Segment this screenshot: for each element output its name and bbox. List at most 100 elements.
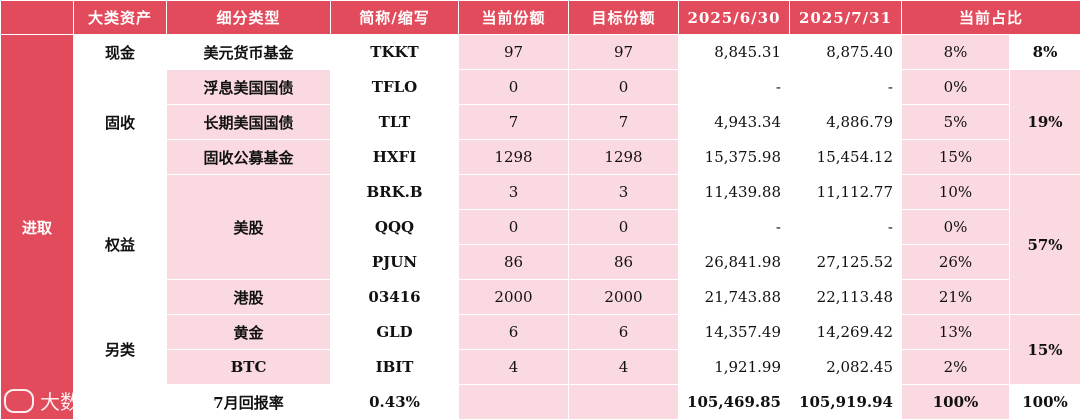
table-row: 进取 现金 美元货币基金 TKKT 97 97 8,845.31 8,875.4…	[1, 35, 1080, 70]
target-shares-cell: 86	[569, 245, 679, 280]
category-total-cell: 15%	[1010, 315, 1080, 385]
header-subtype: 细分类型	[167, 1, 331, 35]
category-label: 权益	[74, 175, 167, 315]
summary-empty-cell	[74, 385, 167, 420]
value-jul-cell: 15,454.12	[790, 140, 902, 175]
summary-empty-cell	[569, 385, 679, 420]
ratio-cell: 26%	[902, 245, 1010, 280]
value-jul-cell: 11,112.77	[790, 175, 902, 210]
ratio-cell: 0%	[902, 70, 1010, 105]
ticker-cell: BRK.B	[331, 175, 459, 210]
total-ratio-cell: 100%	[902, 385, 1010, 420]
value-jun-cell: -	[679, 210, 790, 245]
value-jul-cell: -	[790, 210, 902, 245]
group-label: 进取	[1, 35, 74, 420]
current-shares-cell: 86	[459, 245, 569, 280]
ticker-cell: TFLO	[331, 70, 459, 105]
value-jun-cell: 8,845.31	[679, 35, 790, 70]
header-date-jun: 2025/6/30	[679, 1, 790, 35]
ticker-cell: 03416	[331, 280, 459, 315]
value-jul-cell: 8,875.40	[790, 35, 902, 70]
category-label: 固收	[74, 70, 167, 175]
target-shares-cell: 1298	[569, 140, 679, 175]
value-jul-cell: -	[790, 70, 902, 105]
ticker-cell: TLT	[331, 105, 459, 140]
current-shares-cell: 0	[459, 70, 569, 105]
current-shares-cell: 2000	[459, 280, 569, 315]
table-header-row: 大类资产 细分类型 简称/缩写 当前份额 目标份额 2025/6/30 2025…	[1, 1, 1080, 35]
value-jun-cell: 1,921.99	[679, 350, 790, 385]
value-jun-cell: 21,743.88	[679, 280, 790, 315]
current-shares-cell: 0	[459, 210, 569, 245]
target-shares-cell: 97	[569, 35, 679, 70]
monthly-return-value: 0.43%	[331, 385, 459, 420]
table-row: 固收 浮息美国国债 TFLO 0 0 - - 0% 19%	[1, 70, 1080, 105]
ratio-cell: 10%	[902, 175, 1010, 210]
current-shares-cell: 7	[459, 105, 569, 140]
current-shares-cell: 4	[459, 350, 569, 385]
header-asset-class: 大类资产	[74, 1, 167, 35]
ticker-cell: GLD	[331, 315, 459, 350]
current-shares-cell: 3	[459, 175, 569, 210]
target-shares-cell: 7	[569, 105, 679, 140]
total-jun-cell: 105,469.85	[679, 385, 790, 420]
grand-total-ratio-cell: 100%	[1010, 385, 1080, 420]
category-total-cell: 57%	[1010, 175, 1080, 315]
target-shares-cell: 4	[569, 350, 679, 385]
current-shares-cell: 1298	[459, 140, 569, 175]
value-jun-cell: 26,841.98	[679, 245, 790, 280]
monthly-return-label: 7月回报率	[167, 385, 331, 420]
value-jul-cell: 22,113.48	[790, 280, 902, 315]
target-shares-cell: 0	[569, 210, 679, 245]
summary-row: 7月回报率 0.43% 105,469.85 105,919.94 100% 1…	[1, 385, 1080, 420]
category-total-cell: 19%	[1010, 70, 1080, 175]
ratio-cell: 15%	[902, 140, 1010, 175]
subtype-cell: BTC	[167, 350, 331, 385]
value-jun-cell: 4,943.34	[679, 105, 790, 140]
value-jul-cell: 4,886.79	[790, 105, 902, 140]
target-shares-cell: 3	[569, 175, 679, 210]
value-jul-cell: 14,269.42	[790, 315, 902, 350]
value-jun-cell: 15,375.98	[679, 140, 790, 175]
header-ticker: 简称/缩写	[331, 1, 459, 35]
subtype-cell: 浮息美国国债	[167, 70, 331, 105]
header-empty	[1, 1, 74, 35]
subtype-cell: 美元货币基金	[167, 35, 331, 70]
ratio-cell: 8%	[902, 35, 1010, 70]
target-shares-cell: 2000	[569, 280, 679, 315]
current-shares-cell: 6	[459, 315, 569, 350]
subtype-cell: 长期美国国债	[167, 105, 331, 140]
subtype-cell: 固收公募基金	[167, 140, 331, 175]
value-jul-cell: 27,125.52	[790, 245, 902, 280]
ratio-cell: 21%	[902, 280, 1010, 315]
target-shares-cell: 6	[569, 315, 679, 350]
table-row: 权益 美股 BRK.B 3 3 11,439.88 11,112.77 10% …	[1, 175, 1080, 210]
category-total-cell: 8%	[1010, 35, 1080, 70]
subtype-cell: 黄金	[167, 315, 331, 350]
ratio-cell: 5%	[902, 105, 1010, 140]
current-shares-cell: 97	[459, 35, 569, 70]
value-jul-cell: 2,082.45	[790, 350, 902, 385]
header-date-jul: 2025/7/31	[790, 1, 902, 35]
category-label: 现金	[74, 35, 167, 70]
ticker-cell: QQQ	[331, 210, 459, 245]
ratio-cell: 2%	[902, 350, 1010, 385]
header-current-shares: 当前份额	[459, 1, 569, 35]
ticker-cell: HXFI	[331, 140, 459, 175]
value-jun-cell: 11,439.88	[679, 175, 790, 210]
target-shares-cell: 0	[569, 70, 679, 105]
category-label: 另类	[74, 315, 167, 385]
header-current-ratio: 当前占比	[902, 1, 1080, 35]
total-jul-cell: 105,919.94	[790, 385, 902, 420]
ticker-cell: PJUN	[331, 245, 459, 280]
subtype-cell: 美股	[167, 175, 331, 280]
ticker-cell: TKKT	[331, 35, 459, 70]
header-target-shares: 目标份额	[569, 1, 679, 35]
ratio-cell: 13%	[902, 315, 1010, 350]
ticker-cell: IBIT	[331, 350, 459, 385]
value-jun-cell: 14,357.49	[679, 315, 790, 350]
ratio-cell: 0%	[902, 210, 1010, 245]
summary-empty-cell	[459, 385, 569, 420]
table-row: 另类 黄金 GLD 6 6 14,357.49 14,269.42 13% 15…	[1, 315, 1080, 350]
